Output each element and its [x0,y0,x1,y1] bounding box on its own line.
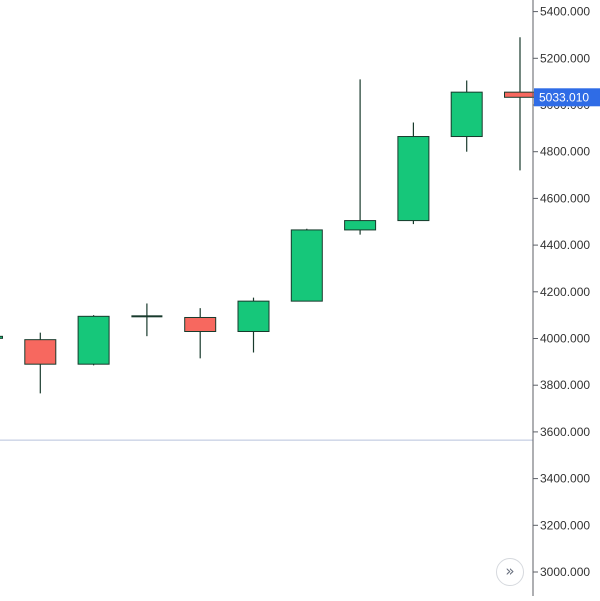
last-price-tag-background [534,88,600,107]
double-chevron-right-icon: » [505,561,515,580]
candle-body [237,300,270,332]
price-axis-ticks: 3000.000 3200.000 3400.000 3600.000 3800.000… [533,5,590,579]
candle-body [24,339,57,365]
axis-tick-label: 4400.000 [540,238,590,252]
axis-tick-label: 4600.000 [540,191,590,205]
axis-tick-label: 4200.000 [540,285,590,299]
scroll-to-realtime-button[interactable]: » [496,558,524,586]
axis-tick-label: 5400.000 [540,5,590,19]
axis-tick-label: 3200.000 [540,518,590,532]
candle-body [450,91,483,138]
candle-body [184,316,217,332]
candle-body [504,91,536,98]
axis-tick-label: 4000.000 [540,332,590,346]
candle-body [397,136,430,222]
axis-tick-label: 5200.000 [540,51,590,65]
candle-body [77,315,110,365]
axis-tick-label: 3400.000 [540,472,590,486]
last-price-tag: 5033.010 [534,88,600,107]
candle-body [131,315,163,318]
candle-body [290,229,323,302]
axis-tick-label: 3600.000 [540,425,590,439]
candles-layer [0,37,536,394]
candle-body [344,220,377,231]
axis-tick-label: 4800.000 [540,145,590,159]
axis-tick-label: 3800.000 [540,378,590,392]
axis-tick-label: 3000.000 [540,565,590,579]
last-price-label: 5033.010 [539,90,589,104]
candle-body [0,335,3,339]
